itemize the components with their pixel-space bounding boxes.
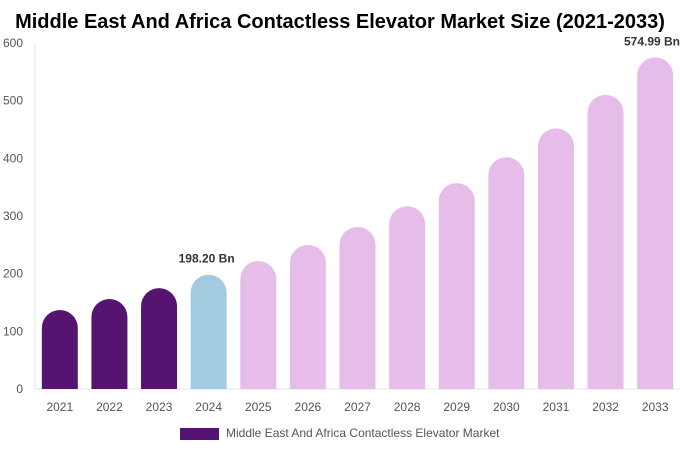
bar-2022[interactable] (91, 299, 128, 389)
x-tick-label: 2025 (245, 400, 272, 414)
x-tick-label: 2027 (344, 400, 371, 414)
y-tick-label: 300 (3, 209, 23, 223)
x-tick-label: 2021 (46, 400, 73, 414)
y-tick-label: 600 (3, 36, 23, 50)
y-tick-label: 100 (3, 324, 23, 338)
bar-2030[interactable] (488, 157, 525, 389)
x-tick-label: 2028 (394, 400, 421, 414)
bar-2021[interactable] (41, 310, 78, 389)
bar-2028[interactable] (389, 206, 426, 389)
bar-2032[interactable] (587, 94, 624, 389)
y-tick-label: 200 (3, 267, 23, 281)
x-tick-label: 2030 (493, 400, 520, 414)
bar-2025[interactable] (240, 260, 277, 389)
bar-2033[interactable] (637, 57, 674, 390)
x-tick-label: 2026 (295, 400, 322, 414)
bar-2026[interactable] (289, 244, 326, 389)
bar-2024[interactable] (190, 274, 227, 389)
x-tick-label: 2033 (642, 400, 669, 414)
x-tick-label: 2029 (443, 400, 470, 414)
bar-2031[interactable] (537, 128, 574, 389)
data-label: 198.20 Bn (179, 252, 235, 266)
x-tick-label: 2032 (592, 400, 619, 414)
chart-title: Middle East And Africa Contactless Eleva… (15, 11, 665, 33)
bar-2029[interactable] (438, 183, 475, 389)
bar-2023[interactable] (141, 288, 178, 389)
data-label: 574.99 Bn (624, 34, 680, 48)
x-tick-label: 2024 (195, 400, 222, 414)
legend-swatch (180, 428, 219, 440)
x-tick-label: 2023 (146, 400, 173, 414)
bar-2027[interactable] (339, 226, 376, 389)
y-tick-label: 0 (16, 382, 23, 396)
y-tick-label: 500 (3, 94, 23, 108)
legend-label[interactable]: Middle East And Africa Contactless Eleva… (226, 426, 500, 440)
y-tick-label: 400 (3, 151, 23, 165)
x-tick-label: 2022 (96, 400, 123, 414)
x-tick-label: 2031 (543, 400, 570, 414)
